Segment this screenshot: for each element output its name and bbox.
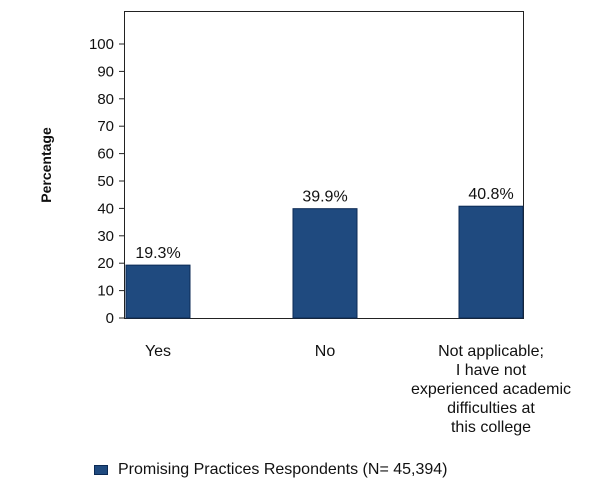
category-label-line: Not applicable; [438,343,544,360]
y-tick-label: 40 [97,200,114,217]
y-tick-label: 30 [97,228,114,245]
bar [292,208,358,319]
y-axis-label: Percentage [38,127,54,203]
bar-value-label: 40.8% [468,186,513,203]
category-label-line: difficulties at [447,400,535,417]
category-label-line: No [315,343,336,360]
category-label: Not applicable; I have not experienced aca… [411,343,571,436]
y-tick-label: 70 [97,118,114,135]
y-tick-label: 50 [97,173,114,190]
bar-value-label: 19.3% [135,245,180,262]
bar [125,264,191,319]
category-label: No [315,343,336,360]
y-tick-label: 20 [97,255,114,272]
y-tick-label: 60 [97,146,114,163]
category-label-line: experienced academic [411,381,571,398]
bar-value-label: 39.9% [302,189,347,206]
category-label-line: Yes [145,343,171,360]
bar [458,205,524,319]
y-tick-label: 0 [106,310,114,327]
legend: Promising Practices Respondents (N= 45,3… [94,461,448,479]
legend-swatch [94,465,108,475]
legend-label: Promising Practices Respondents (N= 45,3… [118,461,448,478]
category-label-line: I have not [456,362,527,379]
y-tick-label: 100 [89,36,114,53]
category-label-line: this college [451,419,531,436]
y-tick-label: 90 [97,63,114,80]
category-label: Yes [145,343,171,360]
y-tick-label: 80 [97,91,114,108]
y-tick-label: 10 [97,283,114,300]
